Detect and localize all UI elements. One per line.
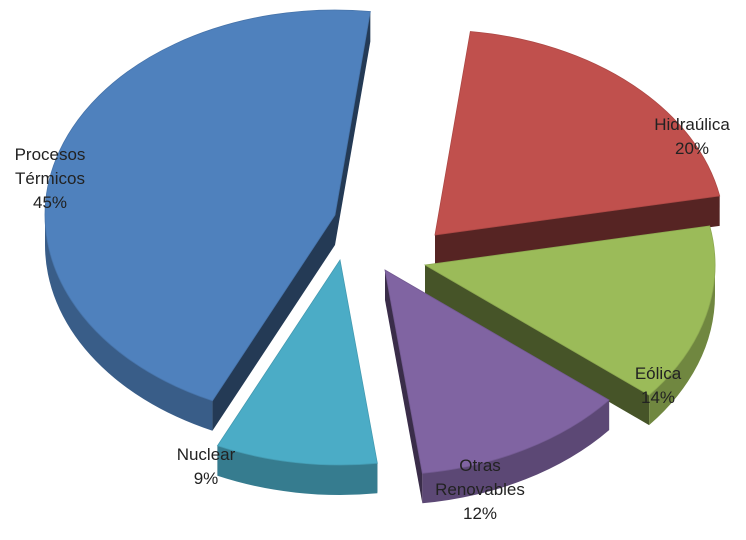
pie-slice-otras-renovables-top (384, 269, 610, 474)
slice-label-otras-renovables: Otras Renovables 12% (435, 456, 525, 523)
slice-label-nuclear: Nuclear 9% (177, 445, 236, 488)
pie-slice-procesos-termicos-side-end (335, 11, 371, 245)
pie-slice-procesos-termicos (44, 9, 371, 431)
slice-name-hidraulica: Hidraúlica (654, 115, 730, 134)
pie-slice-nuclear-top (216, 258, 378, 466)
slices-layer (44, 9, 721, 504)
slice-value-eolica: 14% (641, 388, 675, 407)
pie-slice-nuclear-rim (217, 445, 378, 495)
pie-slice-eolica-top (423, 225, 716, 396)
pie-slice-eolica-rim (649, 265, 715, 426)
slice-name-eolica: Eólica (635, 364, 682, 383)
pie-slice-otras-renovables-rim (422, 400, 610, 504)
pie-slice-procesos-termicos-rim (45, 215, 213, 431)
pie-slice-eolica (423, 225, 716, 426)
slice-value-otras-renovables: 12% (463, 504, 497, 523)
slice-name-otras-renovables: Otras (459, 456, 501, 475)
pie-slice-procesos-termicos-top (44, 9, 371, 402)
pie-slice-hidraulica-side-end (435, 195, 720, 265)
pie-slice-otras-renovables-side-end (385, 270, 423, 504)
slice-value-procesos-termicos: 45% (33, 193, 67, 212)
slice-label-hidraulica: Hidraúlica 20% (654, 115, 730, 158)
slice-label-eolica: Eólica 14% (635, 364, 682, 407)
slice-value-hidraulica: 20% (675, 139, 709, 158)
pie-slice-hidraulica (434, 31, 721, 265)
pie-slice-procesos-termicos-side-start (212, 215, 335, 431)
slice-name-otras-renovables: Renovables (435, 480, 525, 499)
labels-layer: Hidraúlica 20% Eólica 14% Otras Renovables 12%… (15, 115, 731, 523)
pie-slice-eolica-side-end (425, 265, 650, 426)
pie-slice-otras-renovables (384, 269, 610, 504)
pie-slice-hidraulica-top (434, 31, 721, 236)
slice-label-procesos-termicos: Procesos Térmicos 45% (15, 145, 86, 212)
slice-value-nuclear: 9% (194, 469, 219, 488)
slice-name-nuclear: Nuclear (177, 445, 236, 464)
slice-name-procesos-termicos: Procesos (15, 145, 86, 164)
slice-name-procesos-termicos: Térmicos (15, 169, 85, 188)
pie-slice-nuclear (216, 258, 378, 495)
